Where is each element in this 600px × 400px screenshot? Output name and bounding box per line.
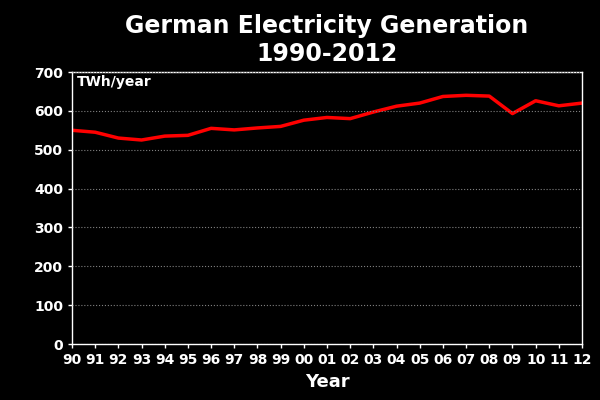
Text: TWh/year: TWh/year — [77, 75, 152, 89]
X-axis label: Year: Year — [305, 372, 349, 390]
Title: German Electricity Generation
1990-2012: German Electricity Generation 1990-2012 — [125, 14, 529, 66]
